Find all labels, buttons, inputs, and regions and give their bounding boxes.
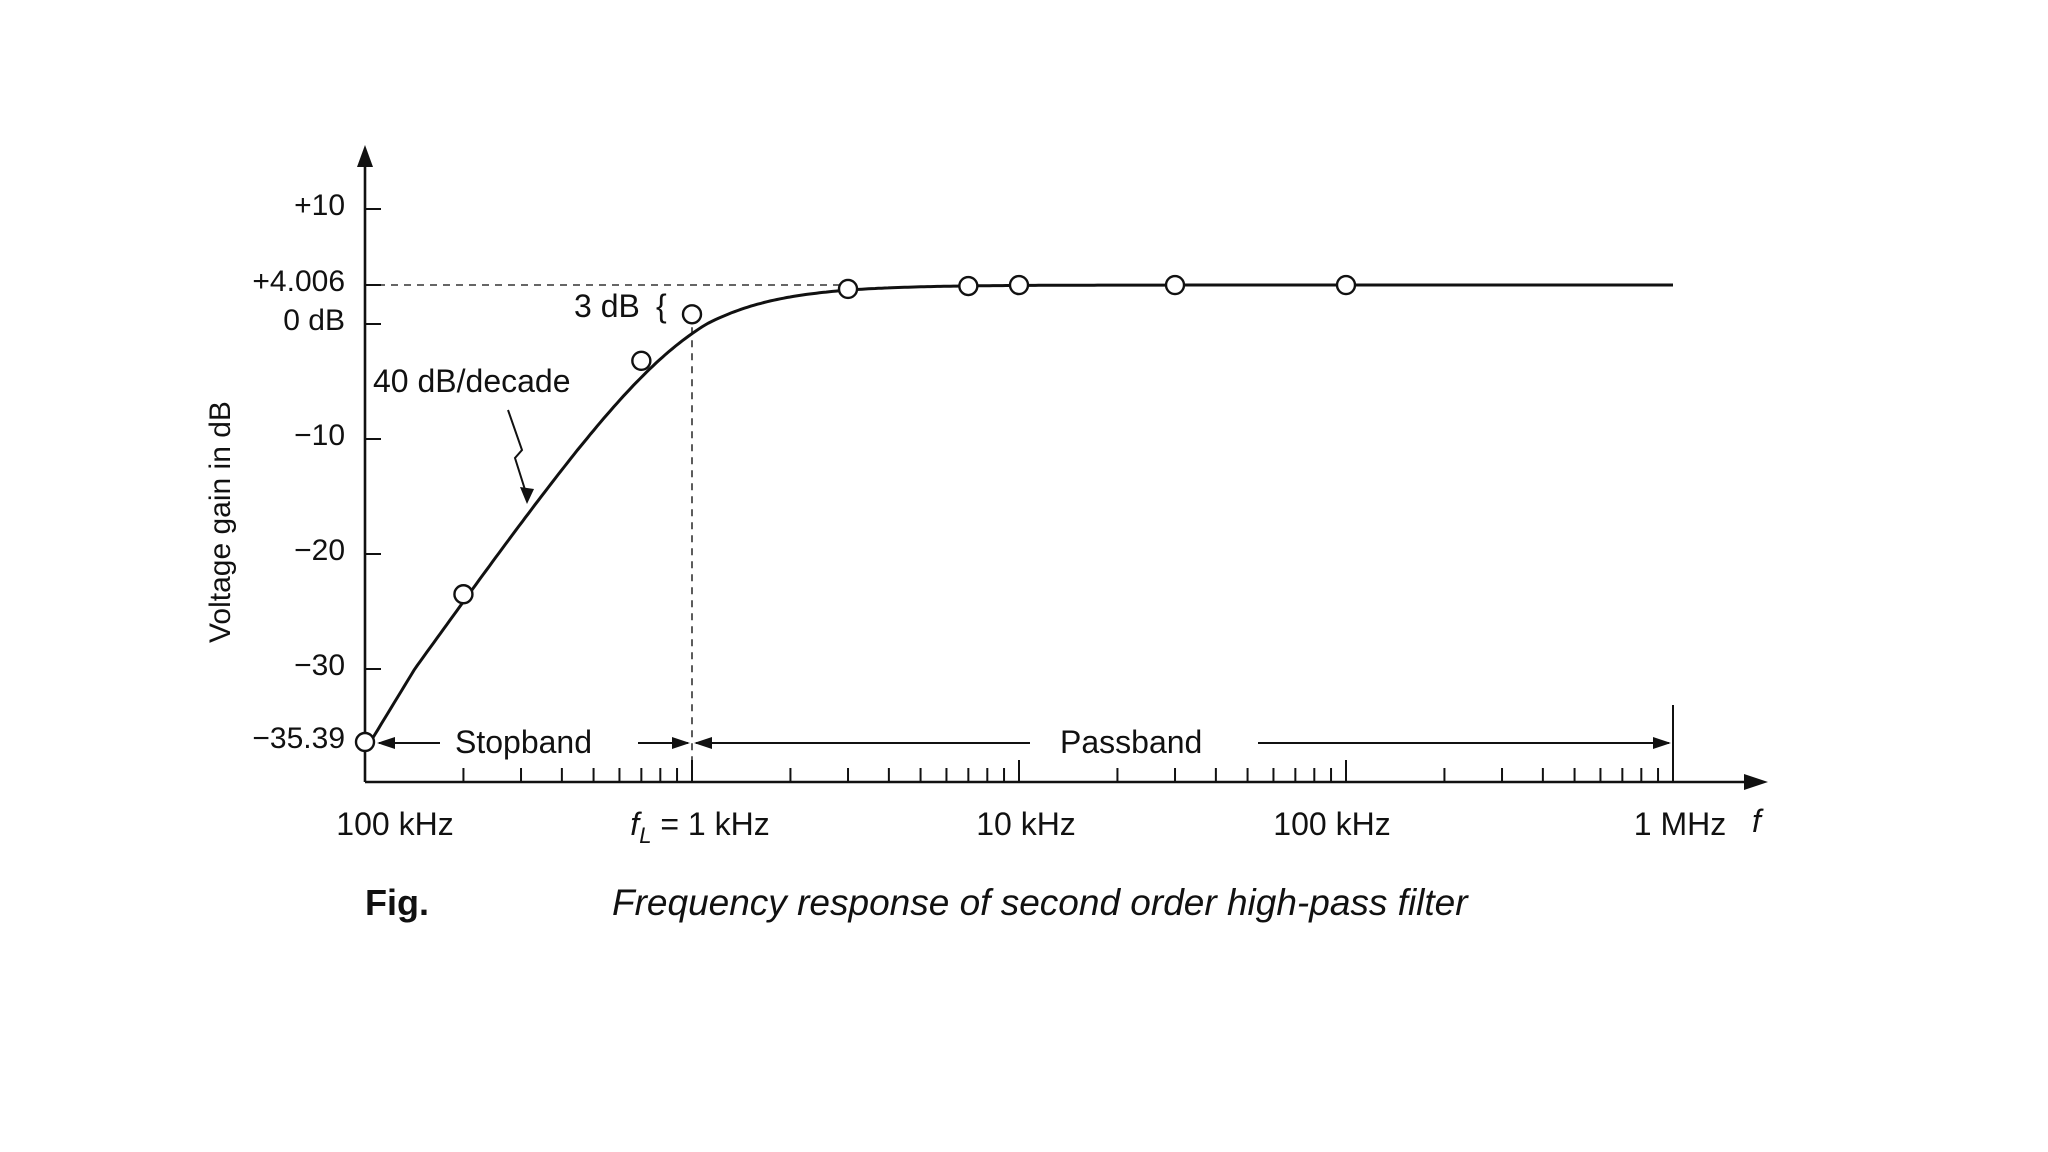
- response-curve-layer: [365, 283, 1673, 744]
- slope-annotation: 40 dB/decade: [373, 363, 571, 399]
- x-tick-label: 1 MHz: [1634, 806, 1726, 842]
- x-tick-label: 100 kHz: [336, 806, 453, 842]
- data-point: [453, 584, 474, 605]
- x-tick-label: 100 kHz: [1273, 806, 1390, 842]
- stopband-arrowhead-right: [672, 737, 690, 749]
- y-tick-label: +10: [294, 189, 345, 222]
- dashed-guides: [365, 284, 849, 782]
- figure-label: Fig.: [365, 882, 429, 923]
- axes: [357, 145, 1768, 790]
- passband-arrowhead-right: [1653, 737, 1671, 749]
- y-tick-label: −10: [294, 419, 345, 452]
- data-point: [837, 278, 859, 300]
- band-annotations: Stopband Passband: [377, 705, 1674, 782]
- y-axis-title: Voltage gain in dB: [204, 401, 237, 643]
- data-point: [1008, 274, 1030, 296]
- corner-annotation: 3 dB: [574, 288, 640, 324]
- x-tick-label: 10 kHz: [976, 806, 1076, 842]
- passband-arrowhead-left: [694, 737, 712, 749]
- response-curve: [365, 283, 1673, 744]
- x-axis-ticks: 100 kHz fL = 1 kHz 10 kHz 100 kHz 1 MHz: [336, 760, 1726, 848]
- figure-caption: Frequency response of second order high-…: [612, 882, 1469, 923]
- y-tick-label: 0 dB: [283, 304, 345, 337]
- data-point: [958, 275, 979, 297]
- data-point: [631, 350, 652, 371]
- y-tick-label: −35.39: [252, 722, 345, 755]
- y-axis-arrowhead: [357, 145, 373, 167]
- data-point: [681, 304, 703, 325]
- y-tick-label: −20: [294, 534, 345, 567]
- x-tick-label: fL = 1 kHz: [630, 806, 769, 848]
- data-point: [1335, 274, 1357, 296]
- stopband-label: Stopband: [455, 724, 592, 760]
- stopband-arrowhead-left: [377, 737, 395, 749]
- data-point: [354, 731, 376, 753]
- x-axis-symbol: f: [1752, 803, 1764, 839]
- data-markers: [354, 274, 1357, 753]
- slope-pointer-head: [520, 487, 534, 504]
- y-tick-label: −30: [294, 649, 345, 682]
- x-axis-arrowhead: [1744, 774, 1768, 790]
- y-tick-label: +4.006: [252, 265, 345, 298]
- passband-label: Passband: [1060, 724, 1202, 760]
- y-axis-ticks: +10 +4.006 0 dB −10 −20 −30 −35.39: [252, 189, 381, 755]
- corner-brace: {: [656, 288, 667, 324]
- data-point: [1164, 274, 1186, 296]
- slope-pointer: [507, 409, 528, 497]
